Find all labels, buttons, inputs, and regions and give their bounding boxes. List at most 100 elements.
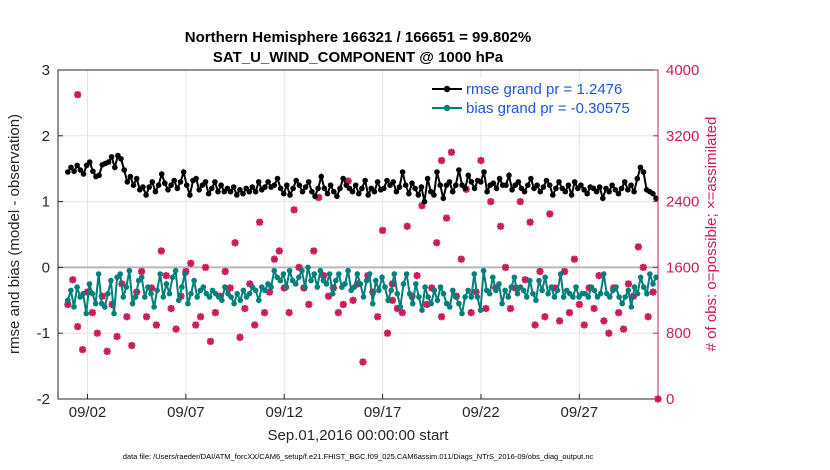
rmse-point xyxy=(331,188,337,195)
bias-point xyxy=(536,277,542,284)
bias-point xyxy=(246,290,253,297)
rmse-point xyxy=(537,188,544,195)
rmse-point xyxy=(528,175,534,182)
bias-point xyxy=(600,271,607,277)
obs-marker-stroke xyxy=(511,284,519,292)
obs-count-marker xyxy=(467,309,475,317)
bias-point xyxy=(360,294,367,300)
bias-point xyxy=(499,300,505,307)
bias-point xyxy=(194,294,200,300)
bias-point xyxy=(105,290,111,297)
x-tick-label: 09/27 xyxy=(561,404,599,421)
bias-point xyxy=(607,294,613,300)
obs-count-marker xyxy=(349,296,357,304)
rmse-point xyxy=(318,173,325,180)
rmse-point xyxy=(180,169,187,175)
obs-count-marker xyxy=(334,309,342,317)
bias-point xyxy=(154,287,160,294)
rmse-point xyxy=(565,182,572,188)
bias-point xyxy=(465,287,472,294)
obs-count-marker xyxy=(575,300,583,309)
obs-marker-stroke xyxy=(74,323,82,331)
obs-marker-stroke xyxy=(74,91,82,99)
rmse-point xyxy=(80,171,87,177)
obs-marker-stroke xyxy=(138,268,146,275)
rmse-point xyxy=(162,180,168,186)
rmse-point xyxy=(299,188,306,195)
right-tick-label: 1600 xyxy=(666,259,699,276)
bias-point xyxy=(179,284,185,290)
rmse-point xyxy=(637,164,644,171)
obs-count-marker xyxy=(477,156,485,165)
bias-point xyxy=(379,274,385,281)
rmse-point xyxy=(146,184,152,190)
rmse-point xyxy=(158,171,165,177)
left-tick-label: 1 xyxy=(42,194,50,211)
rmse-point xyxy=(449,188,456,195)
obs-count-marker xyxy=(74,91,82,99)
bias-point xyxy=(296,274,302,281)
obs-count-marker xyxy=(398,309,406,317)
bias-point xyxy=(95,271,102,277)
legend-rmse-marker xyxy=(443,85,451,93)
bias-point xyxy=(268,284,274,290)
rmse-point xyxy=(650,190,656,197)
rmse-point xyxy=(431,192,437,198)
bias-point xyxy=(311,271,318,277)
bias-point xyxy=(92,300,99,307)
bias-point xyxy=(175,297,182,304)
bias-point xyxy=(400,281,407,287)
obs-marker-stroke xyxy=(487,198,495,206)
obs-count-marker xyxy=(162,272,170,280)
bias-point xyxy=(182,271,188,277)
rmse-point xyxy=(183,182,190,188)
bias-point xyxy=(191,277,197,284)
rmse-point xyxy=(215,188,221,195)
left-tick-label: -1 xyxy=(37,325,50,342)
rmse-point xyxy=(315,185,321,192)
bias-point xyxy=(505,294,512,300)
obs-count-marker xyxy=(142,313,151,321)
bias-point xyxy=(514,290,521,297)
obs-marker-stroke xyxy=(128,342,136,349)
obs-count-marker xyxy=(531,321,539,329)
rmse-point xyxy=(246,188,253,195)
rmse-point xyxy=(193,175,199,182)
obs-count-marker xyxy=(305,300,313,309)
bias-point xyxy=(283,284,290,290)
legend: rmse grand pr = 1.2476 bias grand pr = -… xyxy=(425,78,650,120)
rmse-point xyxy=(546,182,553,188)
rmse-point xyxy=(406,190,412,197)
bias-point xyxy=(628,304,635,310)
rmse-point xyxy=(312,193,318,200)
rmse-point xyxy=(540,184,547,190)
obs-marker-stroke xyxy=(590,305,598,312)
bias-point xyxy=(616,294,622,300)
rmse-point xyxy=(352,182,359,188)
rmse-point xyxy=(133,175,140,182)
bias-point xyxy=(200,284,207,290)
obs-count-marker xyxy=(275,247,283,255)
bias-point xyxy=(314,284,321,290)
obs-marker-stroke xyxy=(526,218,534,226)
obs-marker-stroke xyxy=(413,272,421,280)
rmse-point xyxy=(371,188,378,195)
bias-point xyxy=(163,281,170,287)
obs-count-marker xyxy=(541,313,549,321)
bias-point xyxy=(520,287,527,294)
rmse-point xyxy=(578,182,584,188)
obs-marker-stroke xyxy=(251,321,259,329)
rmse-point xyxy=(362,177,368,184)
bias-point xyxy=(533,297,539,304)
obs-marker-stroke xyxy=(649,288,657,296)
bias-point xyxy=(382,284,388,290)
rmse-point xyxy=(503,182,509,188)
bias-point xyxy=(120,294,127,300)
bias-point xyxy=(459,310,465,317)
obs-marker-stroke xyxy=(443,214,450,222)
rmse-point xyxy=(174,185,181,192)
bias-point xyxy=(80,290,86,297)
obs-count-marker xyxy=(590,304,598,313)
bias-point xyxy=(157,271,163,277)
rmse-point xyxy=(484,188,490,195)
